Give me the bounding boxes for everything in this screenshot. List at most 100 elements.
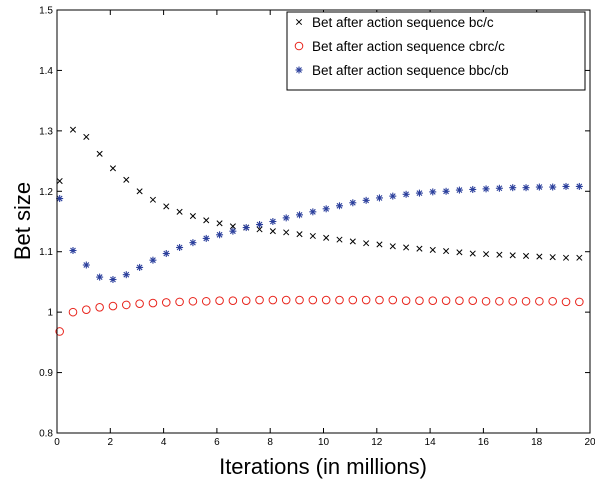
data-point (322, 205, 330, 213)
x-tick-label: 18 (531, 437, 543, 448)
marker-circle (188, 296, 198, 306)
data-point (321, 295, 331, 305)
marker-stroke (309, 208, 316, 215)
marker-stroke (376, 241, 383, 248)
x-axis-title: Iterations (in millions) (219, 454, 427, 479)
data-point (149, 196, 156, 203)
marker-circle (508, 296, 518, 306)
data-point (296, 211, 304, 219)
legend-marker-0 (295, 18, 303, 26)
data-point (256, 226, 263, 233)
data-point (469, 250, 476, 257)
marker-stroke (269, 218, 276, 225)
marker-stroke (123, 271, 130, 278)
data-point (296, 231, 303, 238)
marker-circle (295, 295, 304, 305)
marker-stroke (522, 252, 530, 259)
data-point (136, 188, 143, 195)
marker-stroke (203, 235, 210, 242)
data-point (575, 182, 583, 190)
data-point (521, 296, 531, 306)
marker-circle (294, 41, 304, 51)
series-1 (55, 295, 584, 336)
data-point (269, 228, 276, 235)
data-point (455, 186, 463, 194)
marker-stroke (216, 231, 223, 238)
data-point (215, 296, 224, 305)
marker-stroke (83, 262, 90, 268)
marker-stroke (536, 184, 543, 190)
marker-stroke (576, 254, 583, 261)
marker-stroke (456, 249, 463, 256)
data-point (216, 220, 223, 227)
legend: Bet after action sequence bc/c Bet after… (286, 11, 586, 91)
plot-frame (56, 9, 591, 434)
marker-stroke (123, 176, 130, 183)
marker-circle (521, 296, 531, 306)
marker-stroke (109, 165, 117, 172)
data-point (442, 187, 450, 195)
marker-stroke (295, 18, 303, 26)
data-point (468, 296, 478, 305)
marker-stroke (190, 239, 196, 246)
marker-stroke (496, 185, 503, 192)
marker-stroke (416, 245, 423, 252)
marker-circle (148, 298, 158, 308)
data-point (69, 247, 77, 255)
marker-stroke (243, 224, 250, 231)
marker-stroke (96, 274, 103, 281)
data-point (96, 150, 103, 157)
marker-stroke (150, 257, 156, 264)
data-point (96, 273, 104, 281)
data-point (162, 250, 170, 258)
data-point (363, 240, 370, 247)
marker-stroke (296, 211, 303, 218)
data-point (509, 184, 517, 192)
data-point (123, 176, 130, 183)
data-point (228, 296, 238, 305)
marker-circle (455, 296, 464, 305)
data-point (496, 251, 503, 258)
marker-stroke (563, 183, 569, 190)
marker-stroke (323, 234, 330, 241)
marker-stroke (56, 195, 63, 202)
data-point (362, 196, 370, 204)
data-point (349, 199, 357, 207)
marker-stroke (149, 196, 156, 203)
marker-circle (175, 297, 184, 307)
marker-circle (441, 296, 451, 305)
x-tick-label: 6 (214, 437, 220, 448)
data-point (163, 203, 170, 210)
marker-stroke (176, 244, 183, 251)
data-point (82, 305, 91, 315)
data-point (269, 218, 277, 225)
marker-stroke (509, 252, 516, 259)
data-point (122, 271, 130, 279)
marker-stroke (203, 217, 210, 224)
data-point (202, 234, 210, 242)
data-point (401, 296, 411, 305)
data-point (536, 253, 543, 260)
marker-stroke (562, 254, 570, 261)
data-point (508, 296, 518, 306)
data-point (268, 295, 278, 305)
data-point (443, 248, 450, 255)
data-point (323, 234, 330, 241)
y-axis-title: Bet size (10, 182, 35, 260)
marker-circle (361, 295, 371, 305)
y-tick-label: 1.2 (39, 187, 53, 198)
marker-stroke (349, 199, 356, 206)
data-point (281, 295, 291, 305)
data-point (148, 298, 158, 308)
data-point (576, 254, 583, 261)
marker-circle (241, 296, 251, 305)
data-point (203, 217, 210, 224)
data-point (535, 296, 544, 306)
data-point (522, 252, 530, 259)
x-tick-label: 12 (371, 437, 383, 448)
marker-stroke (296, 67, 302, 73)
y-tick-label: 1.1 (39, 247, 53, 258)
data-point (121, 300, 131, 310)
data-point (469, 185, 477, 193)
